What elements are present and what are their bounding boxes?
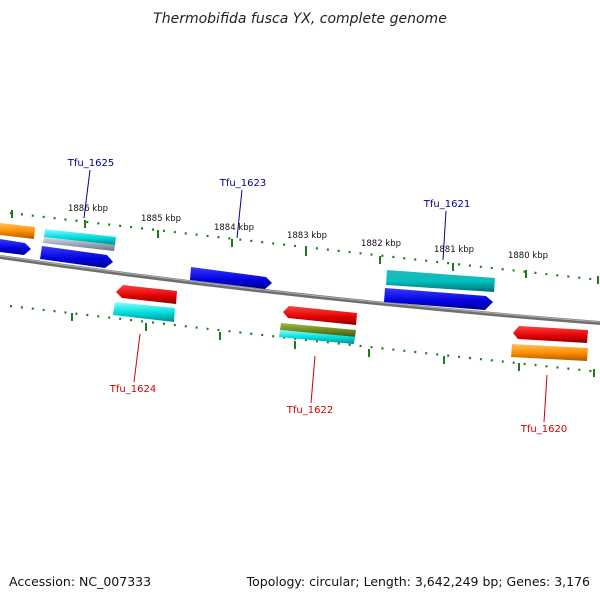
gene-label-tfu1623[interactable]: Tfu_1623: [219, 178, 266, 189]
kbp-label-1881: 1881 kbp: [434, 245, 474, 255]
gene-blue-forward-1[interactable]: [40, 246, 113, 268]
gene-orange-forward-left[interactable]: [0, 223, 35, 239]
gene-blue-forward-2[interactable]: [384, 288, 493, 310]
leader-tfu1622: [310, 355, 316, 404]
kbp-label-1883: 1883 kbp: [287, 231, 327, 241]
gene-cyan-tfu1625[interactable]: [44, 229, 116, 245]
lower-major-ticks: [71, 313, 595, 377]
gene-label-tfu1621[interactable]: Tfu_1621: [423, 199, 470, 210]
kbp-label-1884: 1884 kbp: [214, 223, 254, 233]
genome-backbone-highlight: [0, 255, 600, 323]
kbp-label-1885: 1885 kbp: [141, 214, 181, 224]
leader-tfu1623: [236, 189, 243, 239]
map-title: Thermobifida fusca YX, complete genome: [153, 11, 447, 27]
gene-blue-tfu1623[interactable]: [190, 267, 272, 289]
gene-cyan-tfu1622[interactable]: [279, 330, 355, 344]
leader-tfu1624: [133, 333, 141, 383]
leader-tfu1621: [442, 210, 447, 261]
genome-backbone: [0, 255, 600, 325]
gene-label-tfu1622[interactable]: Tfu_1622: [286, 405, 333, 416]
gene-orange-tfu1620[interactable]: [511, 344, 588, 361]
leader-tfu1625: [83, 169, 91, 219]
accession-text: Accession: NC_007333: [9, 574, 151, 589]
upper-major-ticks: [11, 210, 599, 284]
gene-grey-tfu1625[interactable]: [43, 237, 115, 251]
kbp-label-1880: 1880 kbp: [508, 251, 548, 261]
gene-cyan-tfu1624[interactable]: [113, 302, 175, 322]
kbp-label-1882: 1882 kbp: [361, 239, 401, 249]
gene-red-reverse-1[interactable]: [116, 285, 177, 304]
gene-blue-forward-left[interactable]: [0, 239, 31, 255]
gene-label-tfu1624[interactable]: Tfu_1624: [109, 384, 156, 395]
gene-olive-tfu1622[interactable]: [280, 323, 356, 337]
topology-summary: Topology: circular; Length: 3,642,249 bp…: [246, 574, 590, 589]
gene-red-reverse-3[interactable]: [513, 326, 588, 343]
gene-label-tfu1625[interactable]: Tfu_1625: [67, 158, 114, 169]
kbp-label-1886: 1886 kbp: [68, 204, 108, 214]
leader-tfu1620: [543, 374, 548, 423]
gene-red-reverse-2[interactable]: [283, 306, 357, 325]
gene-label-tfu1620[interactable]: Tfu_1620: [520, 424, 567, 435]
gene-cyan-tfu1621[interactable]: [386, 270, 495, 292]
